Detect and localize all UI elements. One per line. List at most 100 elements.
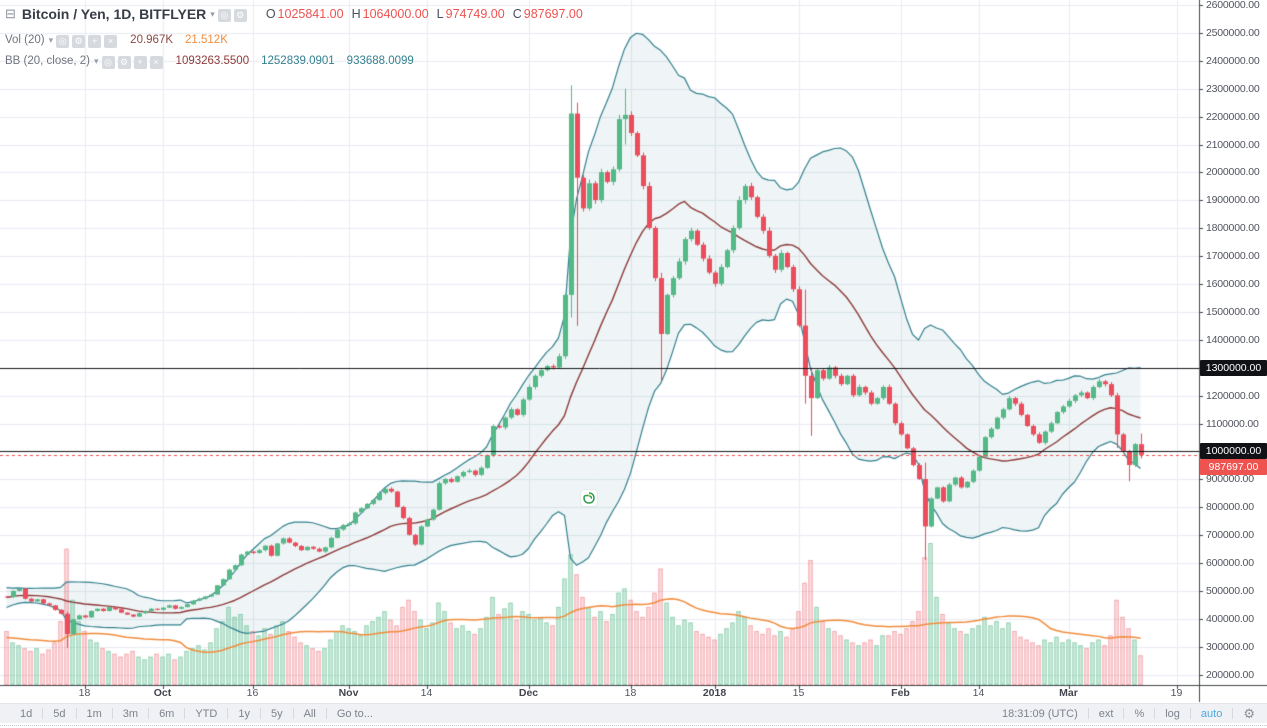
gear-icon[interactable]: ⚙ xyxy=(117,56,131,69)
price-axis-label: 2500000.00 xyxy=(1206,26,1260,39)
toolbar-divider xyxy=(1154,708,1156,719)
symbol-title[interactable]: Bitcoin / Yen, 1D, BITFLYER xyxy=(21,6,207,22)
close-icon[interactable]: × xyxy=(104,35,118,48)
last-price-badge: 987697.00 xyxy=(1200,459,1267,476)
toolbar-divider xyxy=(292,708,294,719)
price-axis-label: 400000.00 xyxy=(1206,612,1254,625)
range-button-1y[interactable]: 1y xyxy=(238,707,250,720)
time-axis-label: Mar xyxy=(1059,687,1078,699)
clock-utc[interactable]: 18:31:09 (UTC) xyxy=(1001,707,1078,720)
price-axis-label: 1100000.00 xyxy=(1206,417,1259,430)
time-axis-label: 19 xyxy=(1170,687,1183,699)
time-axis-label: 14 xyxy=(972,687,985,699)
gear-icon[interactable]: ⚙ xyxy=(233,9,247,22)
toolbar-divider xyxy=(325,708,327,719)
volume-indicator-label[interactable]: Vol (20) xyxy=(5,34,45,46)
price-axis[interactable]: 2600000.00 2500000.00 2400000.00 2300000.00… xyxy=(1200,0,1267,685)
price-axis-label: 500000.00 xyxy=(1206,584,1254,597)
price-axis-label: 2300000.00 xyxy=(1206,82,1260,95)
circle-icon[interactable]: ◎ xyxy=(101,56,115,69)
price-axis-label: 1500000.00 xyxy=(1206,305,1260,318)
scale-button-auto[interactable]: auto xyxy=(1200,707,1223,720)
gear-icon[interactable]: ⚙ xyxy=(72,35,86,48)
chevron-down-icon[interactable]: ▾ xyxy=(48,34,54,45)
time-axis-label: Dec xyxy=(518,687,539,699)
range-button-3m[interactable]: 3m xyxy=(122,707,139,720)
time-axis[interactable]: 18 Oct 16 Nov 14 Dec 18 2018 15 Feb 14 Mar 19 xyxy=(0,687,1199,702)
legend: ⊟ Bitcoin / Yen, 1D, BITFLYER ▾ ◎ ⚙ O 1025… xyxy=(5,4,583,73)
bb-indicator-label[interactable]: BB (20, close, 2) xyxy=(5,55,91,67)
price-axis-label: 2100000.00 xyxy=(1206,138,1260,151)
time-axis-label: Feb xyxy=(891,687,910,699)
ohlc-value: 987697.00 xyxy=(523,7,583,21)
scale-button-log[interactable]: log xyxy=(1165,707,1180,720)
chevron-down-icon[interactable]: ▾ xyxy=(94,55,99,66)
price-axis-label: 1400000.00 xyxy=(1206,333,1260,346)
toolbar-divider xyxy=(75,708,77,719)
chevron-down-icon[interactable]: ▾ xyxy=(210,8,215,19)
circle-icon[interactable]: ◎ xyxy=(56,35,70,48)
time-axis-label: Oct xyxy=(153,687,172,699)
price-axis-label: 600000.00 xyxy=(1206,557,1254,569)
ohlc-values: O 1025841.00 H 1064000.00 L 974749.00 C 987697.… xyxy=(258,7,583,21)
range-button-5y[interactable]: 5y xyxy=(270,707,283,720)
price-axis-label: 1700000.00 xyxy=(1206,250,1260,263)
toolbar-divider xyxy=(1123,708,1125,719)
volume-value: 20.967K xyxy=(130,34,174,46)
price-axis-label: 2000000.00 xyxy=(1206,166,1260,179)
toolbar-divider xyxy=(148,708,150,719)
price-axis-label: 300000.00 xyxy=(1206,640,1254,653)
settings-gear-icon[interactable]: ⚙ xyxy=(1243,705,1255,721)
hline-price-badge: 1300000.00 xyxy=(1200,359,1267,376)
price-axis-label: 1600000.00 xyxy=(1206,278,1260,290)
bottom-divider xyxy=(0,725,1267,726)
scale-button-ext[interactable]: ext xyxy=(1098,707,1114,720)
price-axis-label: 1200000.00 xyxy=(1206,389,1260,402)
hline-price-badge: 1000000.00 xyxy=(1200,443,1267,460)
price-axis-label: 200000.00 xyxy=(1206,668,1254,681)
range-button-1d[interactable]: 1d xyxy=(20,707,33,720)
ohlc-key: C xyxy=(512,7,522,21)
toolbar-divider xyxy=(184,708,186,719)
circle-icon[interactable]: ◎ xyxy=(217,9,231,22)
toolbar-divider xyxy=(42,708,44,719)
bb-upper-value: 1252839.0901 xyxy=(261,55,335,67)
idea-marker-icon[interactable] xyxy=(581,490,597,506)
plus-icon[interactable]: + xyxy=(133,56,147,69)
time-axis-label: 2018 xyxy=(702,687,727,699)
toolbar-divider xyxy=(259,708,261,719)
plus-icon[interactable]: + xyxy=(88,35,102,48)
toolbar-divider xyxy=(227,708,229,719)
ohlc-key: H xyxy=(351,7,361,21)
ohlc-key: L xyxy=(436,7,444,21)
bb-lower-value: 933688.0099 xyxy=(346,55,414,67)
toolbar-divider xyxy=(111,708,113,719)
time-axis-label: 16 xyxy=(246,687,259,699)
time-axis-label: 18 xyxy=(624,687,637,699)
price-axis-label: 2600000.00 xyxy=(1206,0,1260,11)
range-button-All[interactable]: All xyxy=(303,707,316,720)
volume-ma-value: 21.512K xyxy=(185,34,228,46)
ohlc-value: 1025841.00 xyxy=(277,7,344,21)
price-axis-label: 900000.00 xyxy=(1206,473,1254,486)
range-button-1m[interactable]: 1m xyxy=(86,707,102,720)
ohlc-value: 1064000.00 xyxy=(362,7,429,21)
scale-button-percent[interactable]: % xyxy=(1134,707,1145,720)
time-axis-label: 18 xyxy=(78,687,91,699)
toolbar-divider xyxy=(1189,708,1191,719)
range-button-6m[interactable]: 6m xyxy=(159,707,175,720)
price-axis-label: 700000.00 xyxy=(1206,529,1254,542)
range-button-YTD[interactable]: YTD xyxy=(195,707,218,720)
bottom-toolbar: 1d 5d 1m 3m 6m YTD 1y 5y All Go to... 18:31:09 (U… xyxy=(0,703,1267,723)
legend-collapse-icon[interactable]: ⊟ xyxy=(5,6,16,21)
range-button-5d[interactable]: 5d xyxy=(53,707,66,720)
time-axis-label: Nov xyxy=(338,687,359,699)
close-icon[interactable]: × xyxy=(149,56,163,69)
price-axis-label: 1900000.00 xyxy=(1206,194,1260,207)
price-axis-label: 2400000.00 xyxy=(1206,54,1260,67)
price-axis-label: 1800000.00 xyxy=(1206,222,1260,235)
toolbar-divider xyxy=(1232,708,1234,719)
goto-button[interactable]: Go to... xyxy=(336,707,373,720)
